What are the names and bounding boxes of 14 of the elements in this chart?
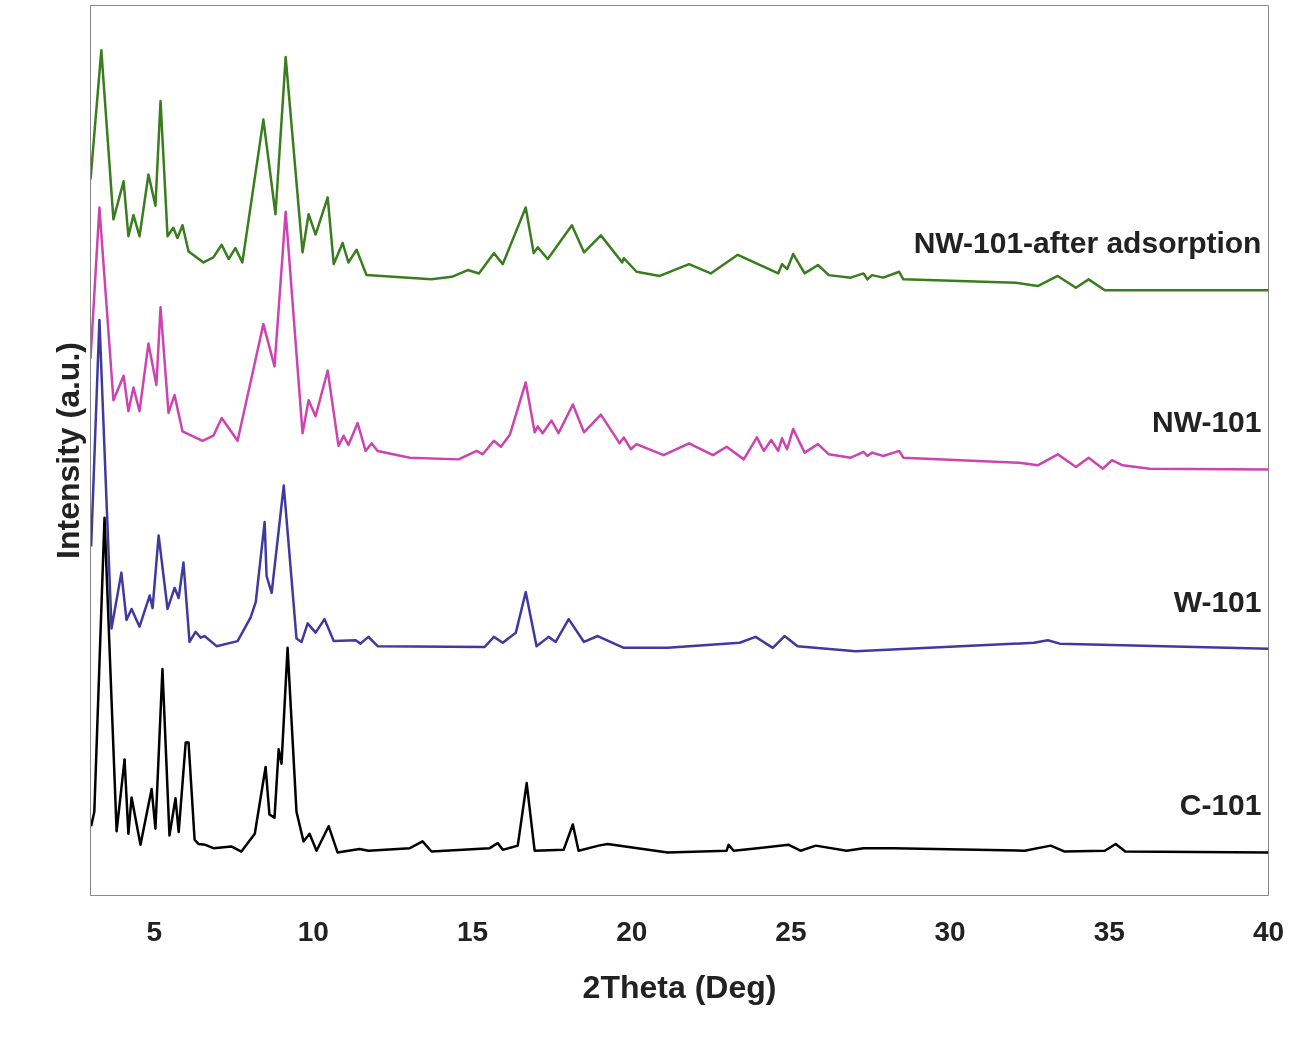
- x-axis-title: 2Theta (Deg): [582, 968, 777, 1005]
- series-label: W-101: [1173, 584, 1262, 618]
- x-tick-label: 5: [146, 915, 162, 947]
- series-label: NW-101-after adsorption: [913, 226, 1262, 260]
- x-tick-label: 25: [775, 915, 807, 947]
- x-tick-label: 20: [616, 915, 648, 947]
- series-label: NW-101: [1152, 405, 1262, 439]
- y-axis-title: Intensity (a.u.): [49, 342, 86, 559]
- x-tick-label: 10: [297, 915, 329, 947]
- x-tick-label: 35: [1093, 915, 1125, 947]
- x-tick-label: 40: [1252, 915, 1285, 947]
- series-label: C-101: [1179, 788, 1262, 822]
- x-tick-label: 15: [456, 915, 489, 947]
- x-tick-label: 30: [934, 915, 966, 947]
